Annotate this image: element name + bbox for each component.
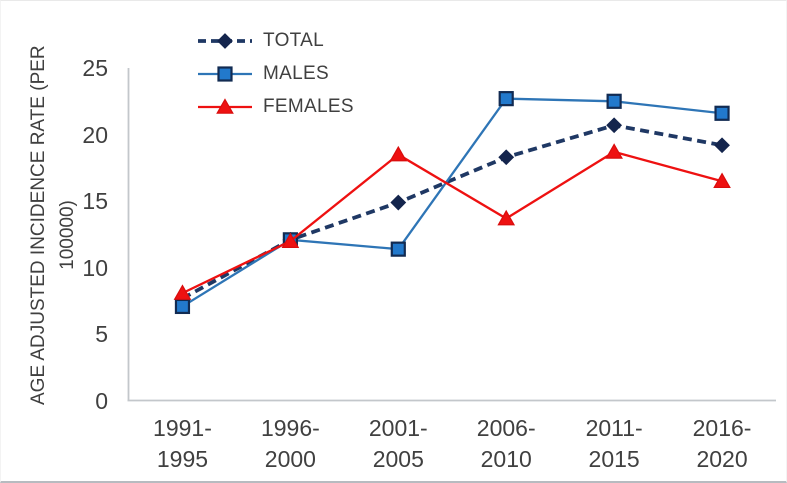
- x-category-label-2011-2015: 2011- 2015: [585, 415, 643, 472]
- legend-item-females: FEMALES: [197, 90, 354, 123]
- legend-label-males: MALES: [263, 62, 329, 84]
- y-tick-10: 10: [82, 254, 108, 281]
- x-category-label-2001-2005: 2001- 2005: [368, 415, 428, 472]
- y-tick-5: 5: [95, 321, 108, 348]
- y-axis-title-line2: 100000): [57, 200, 78, 270]
- y-tick-20: 20: [82, 121, 108, 148]
- y-tick-15: 15: [82, 188, 108, 215]
- x-category-label-2016-2020: 2016- 2020: [692, 415, 752, 472]
- legend-item-total: TOTAL: [197, 24, 354, 57]
- y-tick-25: 25: [82, 55, 108, 81]
- legend-item-males: MALES: [197, 57, 354, 90]
- legend-females-line-marker-icon: [198, 97, 252, 114]
- legend: TOTAL MALES FEMALES: [197, 24, 354, 123]
- x-category-label-1991-1995: 1991- 1995: [153, 415, 212, 472]
- legend-label-females: FEMALES: [263, 95, 354, 117]
- y-axis-title-line1: AGE ADJUSTED INCIDENCE RATE (PER: [28, 45, 49, 405]
- x-category-label-1996-2000: 1996- 2000: [260, 415, 320, 472]
- x-category-label-2006-2010: 2006- 2010: [476, 415, 536, 472]
- legend-total-line-marker-icon: [198, 32, 252, 49]
- legend-label-total: TOTAL: [263, 29, 324, 51]
- legend-males-line-marker-icon: [198, 65, 252, 82]
- y-tick-0: 0: [95, 388, 108, 414]
